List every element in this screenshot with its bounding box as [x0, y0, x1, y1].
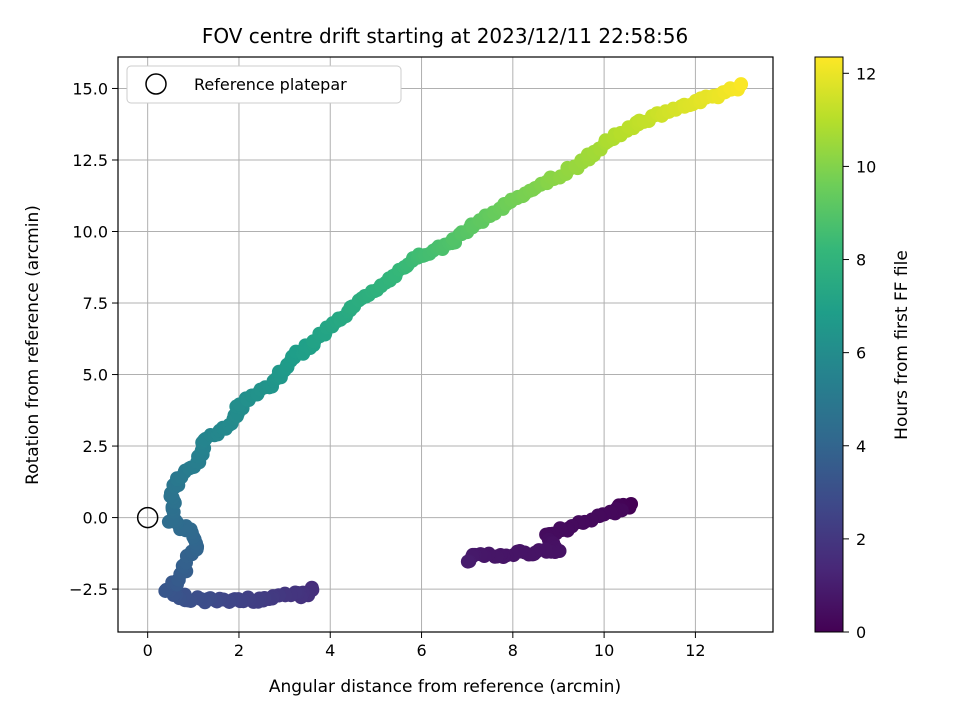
- colorbar-tick-label: 12: [856, 64, 876, 83]
- y-tick-label: 7.5: [83, 294, 108, 313]
- y-tick-label: 12.5: [72, 151, 108, 170]
- x-tick-label: 2: [234, 641, 244, 660]
- legend-entry-reference-platepar: Reference platepar: [194, 75, 347, 94]
- scatter-point: [460, 554, 475, 569]
- plot-area: [118, 57, 773, 632]
- y-tick-label: 15.0: [72, 79, 108, 98]
- legend: Reference platepar: [126, 65, 402, 104]
- reference-point: [136, 506, 159, 529]
- y-tick-label: −2.5: [69, 580, 108, 599]
- x-tick-label: 0: [143, 641, 153, 660]
- y-tick-label: 0.0: [83, 509, 108, 528]
- y-tick-label: 10.0: [72, 223, 108, 242]
- scatter-points: [158, 77, 749, 610]
- x-axis-ticks: 0 2 4 6 8 10 12: [143, 632, 706, 660]
- y-tick-label: 2.5: [83, 437, 108, 456]
- scatter-point: [734, 77, 749, 92]
- colorbar-tick-label: 8: [856, 251, 866, 270]
- x-tick-label: 8: [508, 641, 518, 660]
- y-tick-label: 5.0: [83, 366, 108, 385]
- x-tick-label: 12: [685, 641, 705, 660]
- y-axis-ticks: −2.5 0.0 2.5 5.0 7.5 10.0 12.5 15.0: [69, 79, 118, 599]
- x-axis-label: Angular distance from reference (arcmin): [269, 677, 621, 697]
- chart-title: FOV centre drift starting at 2023/12/11 …: [202, 24, 688, 48]
- colorbar-tick-label: 4: [856, 437, 866, 456]
- legend-box: [126, 65, 402, 104]
- colorbar-tick-label: 10: [856, 157, 876, 176]
- x-tick-label: 4: [325, 641, 335, 660]
- colorbar: [814, 56, 844, 633]
- colorbar-ticks: 0 2 4 6 8 10 12: [843, 64, 876, 642]
- plot-frame: [117, 56, 774, 633]
- x-tick-label: 10: [594, 641, 614, 660]
- colorbar-tick-label: 0: [856, 623, 866, 642]
- x-tick-label: 6: [416, 641, 426, 660]
- colorbar-label: Hours from first FF file: [892, 250, 912, 440]
- colorbar-tick-label: 2: [856, 530, 866, 549]
- y-axis-label: Rotation from reference (arcmin): [23, 205, 43, 485]
- legend-marker: [145, 73, 167, 95]
- colorbar-tick-label: 6: [856, 344, 866, 363]
